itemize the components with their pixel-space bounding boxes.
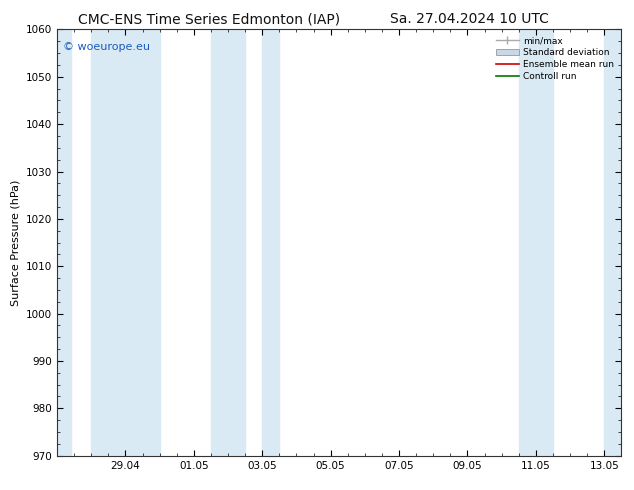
Text: © woeurope.eu: © woeurope.eu [63, 42, 150, 52]
Y-axis label: Surface Pressure (hPa): Surface Pressure (hPa) [10, 179, 20, 306]
Text: CMC-ENS Time Series Edmonton (IAP): CMC-ENS Time Series Edmonton (IAP) [78, 12, 340, 26]
Text: Sa. 27.04.2024 10 UTC: Sa. 27.04.2024 10 UTC [390, 12, 548, 26]
Bar [519, 29, 553, 456]
Legend: min/max, Standard deviation, Ensemble mean run, Controll run: min/max, Standard deviation, Ensemble me… [493, 34, 617, 83]
Bar [604, 29, 621, 456]
Bar [91, 29, 160, 456]
Bar [262, 29, 280, 456]
Bar [57, 29, 72, 456]
Bar [211, 29, 245, 456]
